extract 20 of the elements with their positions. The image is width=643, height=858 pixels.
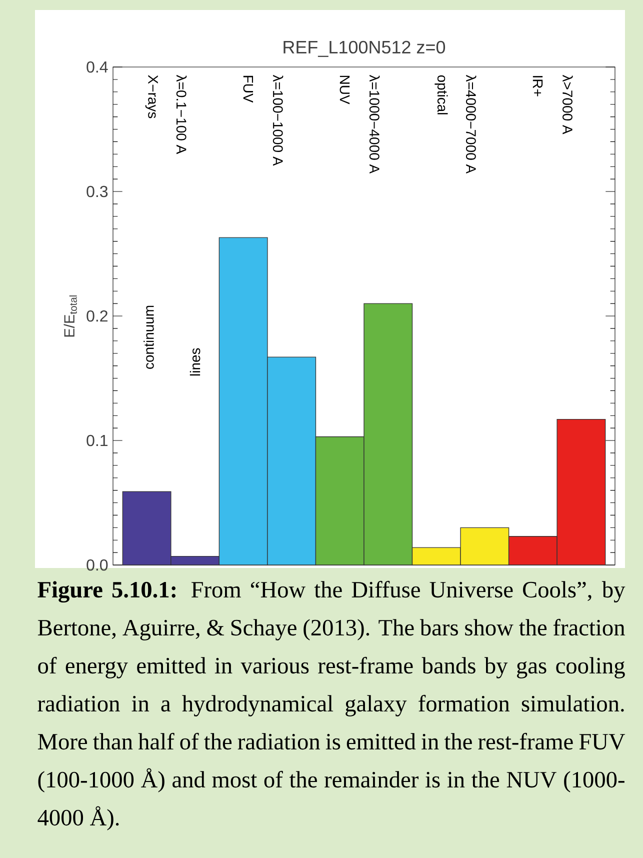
chart-title: REF_L100N512 z=0: [284, 40, 446, 57]
text: Figure 5.10.1: From “How the Diffuse Universe Cools”, by Bertone, Aguirre, & Schaye (2013). The bars show the fraction of energy emitted in various rest-frame bands by gas cooling radiation in a hydrodynamical galaxy formation simulation. More than half of the radiation is emitted in the rest-frame FUV (100-1000 Å) and most of the remainder is in the NUV (1000-4000 Å).: [38, 580, 626, 830]
annotation: X−rays: [145, 75, 158, 118]
annotation: continuum: [144, 306, 154, 369]
annotation: NUV: [340, 76, 350, 104]
annotation: λ=100−1000 A: [272, 74, 284, 166]
y-tick-label: 0.4: [86, 61, 108, 73]
annotation: λ=4000−7000 A: [466, 74, 476, 174]
y-tick-label: 0.2: [86, 310, 108, 322]
annotation: λ=0.1−100 A: [176, 74, 187, 154]
y-tick-label: 0.1: [86, 434, 108, 446]
y-tick-label: 0.3: [86, 186, 108, 198]
y-axis-title: E/E$_{total}$: [64, 296, 77, 337]
y-tick-label: 0.0: [86, 559, 108, 571]
annotation: FUV: [243, 76, 254, 103]
annotation: IR+: [532, 76, 543, 96]
annotation: lines: [190, 348, 200, 376]
annotation: λ=1000−4000 A: [369, 74, 380, 174]
annotation: λ>7000 A: [562, 74, 573, 134]
annotation: optical: [434, 75, 448, 114]
